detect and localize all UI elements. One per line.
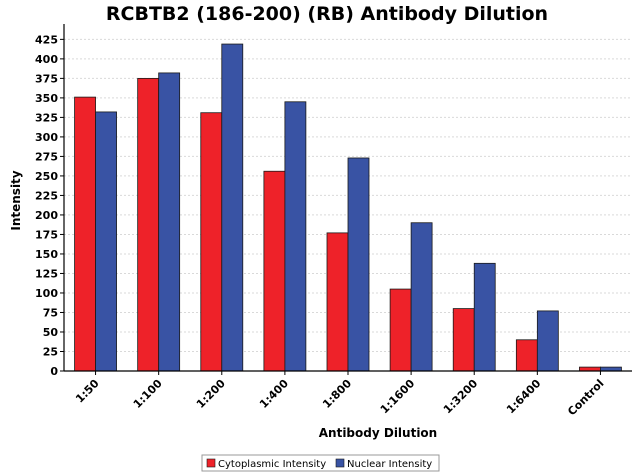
bar-cytoplasmic xyxy=(452,308,475,372)
bar-nuclear xyxy=(536,310,559,372)
y-tick-label: 25 xyxy=(43,345,58,358)
x-tick-label: 1:400 xyxy=(257,377,291,411)
bar-cytoplasmic xyxy=(326,232,349,372)
y-tick-label: 150 xyxy=(35,248,58,261)
y-tick-label: 350 xyxy=(35,92,58,105)
chart-title: RCBTB2 (186-200) (RB) Antibody Dilution xyxy=(106,3,548,25)
x-tick-label: 1:50 xyxy=(73,377,102,406)
legend: Cytoplasmic Intensity Nuclear Intensity xyxy=(201,454,440,472)
y-tick-label: 275 xyxy=(35,150,58,163)
x-tick-label: 1:200 xyxy=(194,377,228,411)
y-tick-label: 100 xyxy=(35,287,58,300)
y-tick-label: 125 xyxy=(35,267,58,280)
x-tick-label: Control xyxy=(565,377,606,418)
y-tick-label: 200 xyxy=(35,209,58,222)
x-tick-label: 1:6400 xyxy=(504,377,544,417)
bar-cytoplasmic xyxy=(389,288,412,372)
x-axis-label: Antibody Dilution xyxy=(319,426,437,440)
y-tick-label: 375 xyxy=(35,72,58,85)
legend-box xyxy=(201,454,440,472)
y-tick-label: 400 xyxy=(35,53,58,66)
legend-label: Cytoplasmic Intensity xyxy=(218,459,326,470)
bar-nuclear xyxy=(347,157,370,372)
bars xyxy=(74,43,622,372)
bar-cytoplasmic xyxy=(74,96,96,372)
bar-cytoplasmic xyxy=(200,112,223,372)
x-tick-label: 1:1600 xyxy=(378,377,418,417)
legend-label: Nuclear Intensity xyxy=(347,459,432,470)
axes xyxy=(60,24,632,375)
y-tick-label: 175 xyxy=(35,228,58,241)
y-tick-label: 50 xyxy=(43,326,59,339)
y-tick-label: 425 xyxy=(35,33,58,46)
y-axis-label: Intensity xyxy=(9,170,23,230)
y-tick-label: 250 xyxy=(35,170,58,183)
legend-swatch xyxy=(206,458,216,468)
y-tick-label: 325 xyxy=(35,111,58,124)
x-tick-label: 1:3200 xyxy=(441,377,481,417)
bar-nuclear xyxy=(410,222,433,372)
y-tick-labels: 0 25 50 75 100 125 150 175 200 225 250 275 300 325 350… xyxy=(35,33,58,378)
bar-nuclear xyxy=(95,111,117,372)
bar-nuclear xyxy=(158,72,181,372)
legend-swatch xyxy=(335,458,345,468)
bar-nuclear xyxy=(473,262,496,372)
bar-nuclear xyxy=(284,101,307,372)
bar-cytoplasmic xyxy=(515,339,538,372)
y-tick-label: 0 xyxy=(50,365,58,378)
y-tick-label: 300 xyxy=(35,131,58,144)
bar-nuclear xyxy=(221,43,244,372)
bar-cytoplasmic xyxy=(137,77,160,372)
x-tick-label: 1:800 xyxy=(320,377,354,411)
y-tick-label: 225 xyxy=(35,189,58,202)
x-tick-label: 1:100 xyxy=(131,377,165,411)
y-tick-label: 75 xyxy=(43,306,58,319)
bar-cytoplasmic xyxy=(263,170,286,372)
x-tick-labels: 1:50 1:100 1:200 1:400 1:800 1:1600 1:3200 1:64… xyxy=(73,377,606,419)
